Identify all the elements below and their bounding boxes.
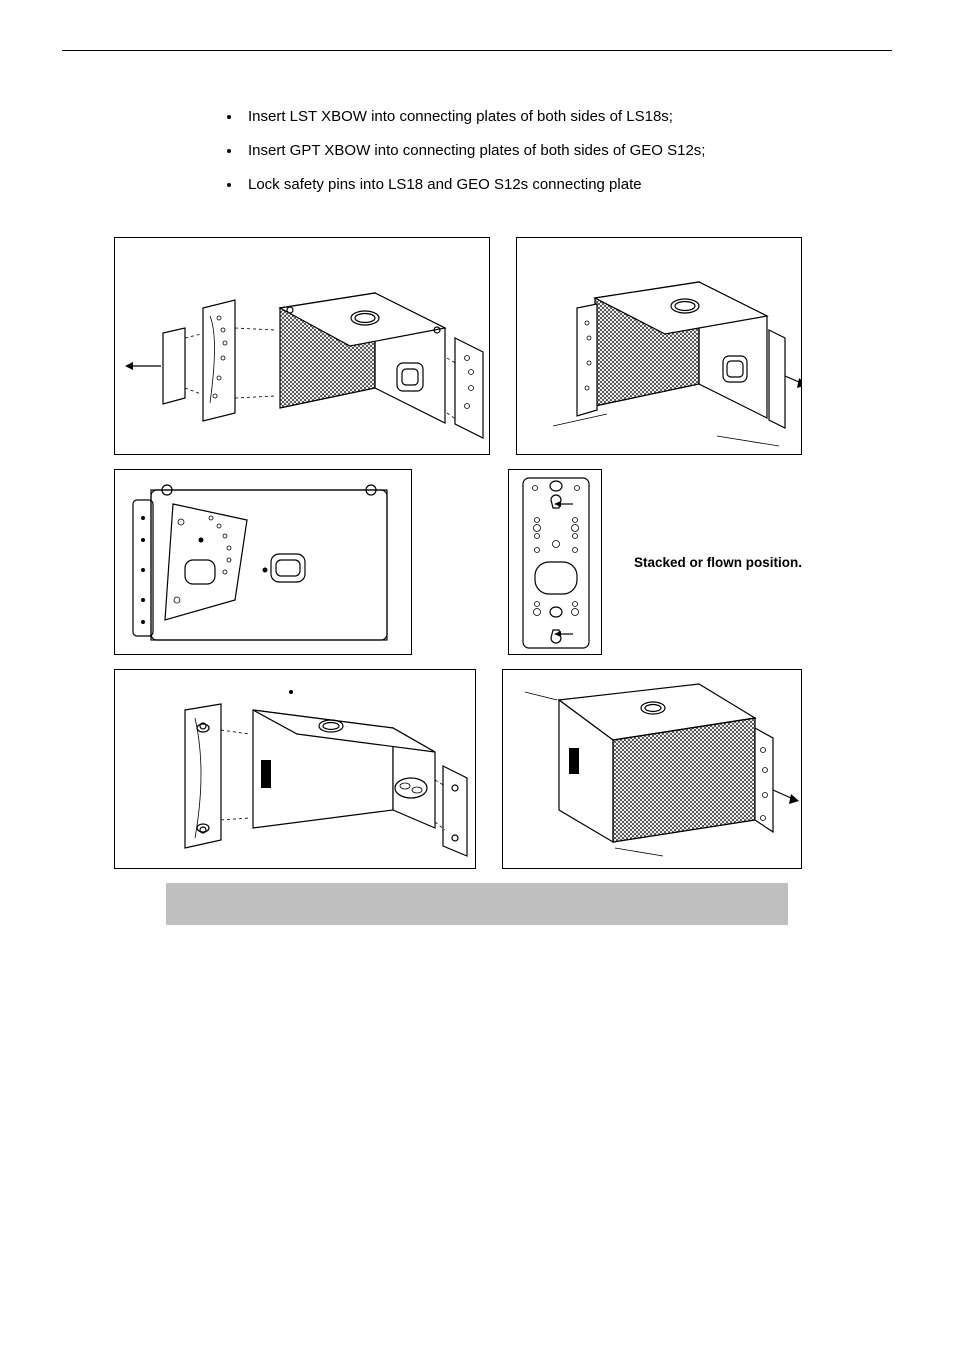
instruction-item: Insert LST XBOW into connecting plates o… [242,106,852,127]
figure-row-1 [114,237,840,455]
figures: Stacked or flown position. [114,237,840,925]
instruction-item: Insert GPT XBOW into connecting plates o… [242,140,852,161]
figure-spacer [438,469,482,655]
figure-ls18-exploded [114,237,490,455]
page: Insert LST XBOW into connecting plates o… [0,0,954,1350]
figure-annotation-label: Stacked or flown position. [634,555,802,570]
figure-xbow-plate-face [508,469,602,655]
section-gray-band [166,883,788,925]
figure-geo-s12-exploded [114,669,476,869]
top-rule [62,50,892,51]
figure-row-3 [114,669,840,869]
figure-ls18-side-elevation [114,469,412,655]
figure-geo-s12-assembled-rear [502,669,802,869]
figure-row-2: Stacked or flown position. [114,469,840,655]
instruction-item: Lock safety pins into LS18 and GEO S12s … [242,174,852,195]
figure-ls18-assembled [516,237,802,455]
instruction-list: Insert LST XBOW into connecting plates o… [242,106,852,195]
